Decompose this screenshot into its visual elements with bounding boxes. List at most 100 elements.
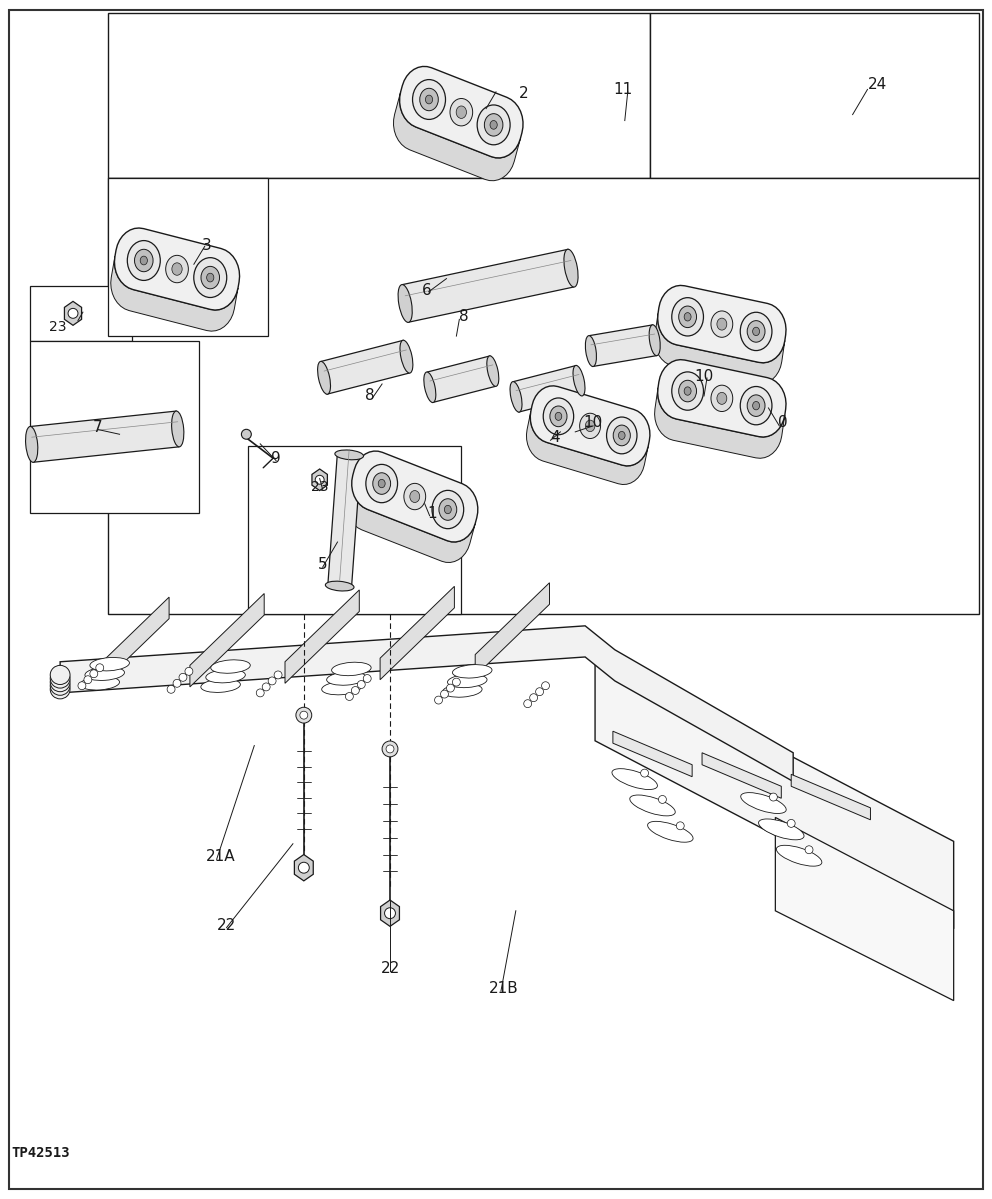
Ellipse shape bbox=[90, 657, 129, 671]
Circle shape bbox=[452, 679, 460, 686]
Ellipse shape bbox=[490, 121, 497, 129]
Ellipse shape bbox=[317, 361, 330, 394]
Text: 7: 7 bbox=[93, 420, 102, 434]
Polygon shape bbox=[111, 257, 238, 331]
Circle shape bbox=[446, 685, 454, 692]
Circle shape bbox=[78, 682, 86, 689]
Ellipse shape bbox=[200, 679, 240, 692]
Circle shape bbox=[386, 745, 394, 753]
Ellipse shape bbox=[649, 325, 661, 356]
Ellipse shape bbox=[759, 819, 805, 839]
Text: 22: 22 bbox=[217, 917, 236, 933]
Polygon shape bbox=[658, 285, 786, 363]
Polygon shape bbox=[295, 855, 313, 881]
Ellipse shape bbox=[613, 426, 630, 446]
Polygon shape bbox=[31, 341, 198, 513]
Polygon shape bbox=[311, 469, 327, 490]
Text: 24: 24 bbox=[868, 77, 887, 92]
Circle shape bbox=[96, 664, 104, 671]
Ellipse shape bbox=[777, 845, 821, 866]
Ellipse shape bbox=[404, 483, 426, 510]
Circle shape bbox=[806, 845, 813, 854]
Polygon shape bbox=[31, 285, 133, 341]
Circle shape bbox=[788, 819, 796, 827]
Circle shape bbox=[440, 691, 448, 698]
Circle shape bbox=[179, 674, 186, 681]
Text: TP42513: TP42513 bbox=[11, 1146, 69, 1159]
Ellipse shape bbox=[140, 257, 148, 265]
Ellipse shape bbox=[201, 266, 219, 289]
Circle shape bbox=[434, 697, 442, 704]
Circle shape bbox=[68, 308, 78, 318]
Circle shape bbox=[524, 700, 532, 707]
Ellipse shape bbox=[135, 249, 153, 272]
Ellipse shape bbox=[679, 380, 696, 402]
Polygon shape bbox=[400, 66, 523, 158]
Circle shape bbox=[363, 675, 371, 682]
Ellipse shape bbox=[426, 95, 433, 104]
Ellipse shape bbox=[753, 327, 760, 336]
Polygon shape bbox=[285, 590, 359, 683]
Circle shape bbox=[173, 680, 181, 687]
Text: 6: 6 bbox=[422, 283, 432, 299]
Text: 5: 5 bbox=[317, 558, 327, 572]
Ellipse shape bbox=[672, 372, 703, 410]
Polygon shape bbox=[248, 446, 461, 614]
Polygon shape bbox=[702, 753, 782, 799]
Polygon shape bbox=[792, 775, 870, 820]
Ellipse shape bbox=[432, 490, 463, 529]
Circle shape bbox=[641, 769, 649, 777]
Ellipse shape bbox=[456, 106, 466, 119]
Polygon shape bbox=[31, 411, 179, 463]
Text: 8: 8 bbox=[365, 388, 375, 403]
Polygon shape bbox=[589, 325, 657, 367]
Text: 11: 11 bbox=[613, 82, 633, 97]
Polygon shape bbox=[403, 249, 573, 323]
Ellipse shape bbox=[556, 412, 561, 421]
Ellipse shape bbox=[442, 683, 482, 697]
Polygon shape bbox=[108, 13, 650, 177]
Ellipse shape bbox=[612, 769, 658, 789]
Polygon shape bbox=[655, 387, 785, 458]
Circle shape bbox=[315, 475, 324, 484]
Ellipse shape bbox=[679, 306, 696, 327]
Circle shape bbox=[84, 676, 92, 683]
Ellipse shape bbox=[400, 341, 413, 373]
Text: 22: 22 bbox=[380, 960, 400, 976]
Ellipse shape bbox=[26, 427, 38, 463]
Polygon shape bbox=[114, 228, 240, 311]
Ellipse shape bbox=[51, 665, 70, 685]
Circle shape bbox=[536, 688, 544, 695]
Polygon shape bbox=[381, 900, 400, 927]
Text: 9: 9 bbox=[271, 451, 281, 465]
Ellipse shape bbox=[51, 676, 70, 695]
Text: 10: 10 bbox=[694, 369, 713, 385]
Polygon shape bbox=[595, 653, 953, 929]
Circle shape bbox=[770, 793, 778, 801]
Ellipse shape bbox=[366, 464, 398, 502]
Ellipse shape bbox=[438, 499, 456, 520]
Ellipse shape bbox=[127, 241, 161, 281]
Polygon shape bbox=[95, 597, 169, 691]
Ellipse shape bbox=[630, 795, 676, 815]
Text: 8: 8 bbox=[459, 309, 469, 325]
Polygon shape bbox=[108, 177, 268, 336]
Circle shape bbox=[345, 693, 353, 700]
Ellipse shape bbox=[563, 249, 578, 287]
Ellipse shape bbox=[172, 411, 184, 447]
Ellipse shape bbox=[579, 414, 600, 439]
Ellipse shape bbox=[172, 263, 183, 276]
Circle shape bbox=[351, 687, 359, 694]
Circle shape bbox=[274, 671, 282, 679]
Ellipse shape bbox=[477, 106, 510, 145]
Ellipse shape bbox=[585, 420, 595, 432]
Text: 0: 0 bbox=[779, 415, 788, 429]
Circle shape bbox=[385, 908, 396, 918]
Ellipse shape bbox=[684, 387, 691, 396]
Ellipse shape bbox=[326, 671, 366, 686]
Ellipse shape bbox=[740, 312, 772, 350]
Ellipse shape bbox=[452, 664, 492, 679]
Ellipse shape bbox=[420, 89, 438, 110]
Circle shape bbox=[659, 795, 667, 803]
Ellipse shape bbox=[424, 372, 435, 403]
